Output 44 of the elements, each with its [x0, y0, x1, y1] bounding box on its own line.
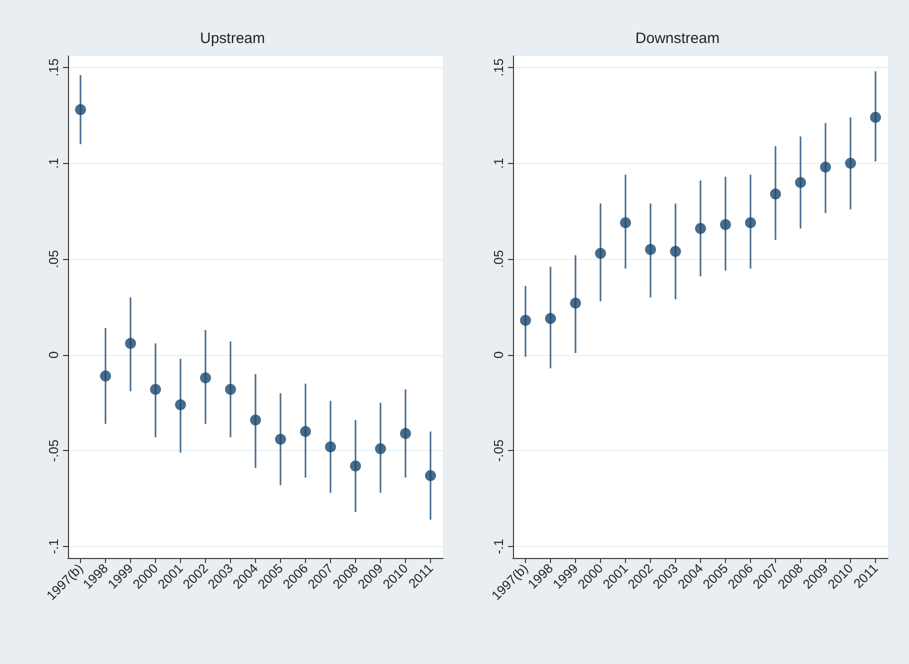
point: [425, 470, 436, 482]
point: [795, 176, 806, 188]
point: [275, 434, 286, 445]
y-tick-label: .05: [46, 250, 61, 268]
point: [670, 246, 681, 257]
y-tick-label: .15: [46, 58, 61, 77]
y-tick-label: -.1: [491, 538, 506, 554]
chart-title: Downstream: [635, 30, 720, 47]
point: [620, 217, 631, 228]
chart-title: Upstream: [200, 30, 266, 47]
y-tick-label: .1: [46, 158, 61, 169]
point: [350, 460, 361, 472]
y-tick-label: 0: [46, 351, 61, 359]
point: [400, 428, 411, 439]
point: [570, 298, 581, 309]
point: [720, 219, 731, 230]
point: [125, 338, 136, 349]
point: [200, 372, 211, 384]
point: [175, 399, 186, 410]
point: [820, 162, 831, 173]
point: [595, 248, 606, 259]
point: [325, 441, 336, 452]
point: [75, 104, 86, 116]
y-tick-label: -.1: [46, 538, 61, 554]
point: [225, 384, 236, 395]
y-tick-label: -.05: [491, 440, 506, 462]
y-tick-label: .05: [491, 250, 506, 268]
y-tick-label: -.05: [46, 440, 61, 462]
point: [645, 244, 656, 256]
point: [745, 217, 756, 228]
point: [870, 112, 881, 123]
point: [375, 443, 386, 454]
y-tick-label: 0: [491, 351, 506, 359]
y-tick-label: .15: [491, 58, 506, 77]
point: [250, 414, 261, 426]
point: [150, 384, 161, 395]
point: [100, 370, 111, 382]
point: [695, 222, 706, 234]
point: [300, 426, 311, 438]
point: [520, 314, 531, 326]
point: [845, 158, 856, 169]
y-tick-label: .1: [491, 158, 506, 169]
point: [770, 188, 781, 200]
point: [545, 313, 556, 324]
